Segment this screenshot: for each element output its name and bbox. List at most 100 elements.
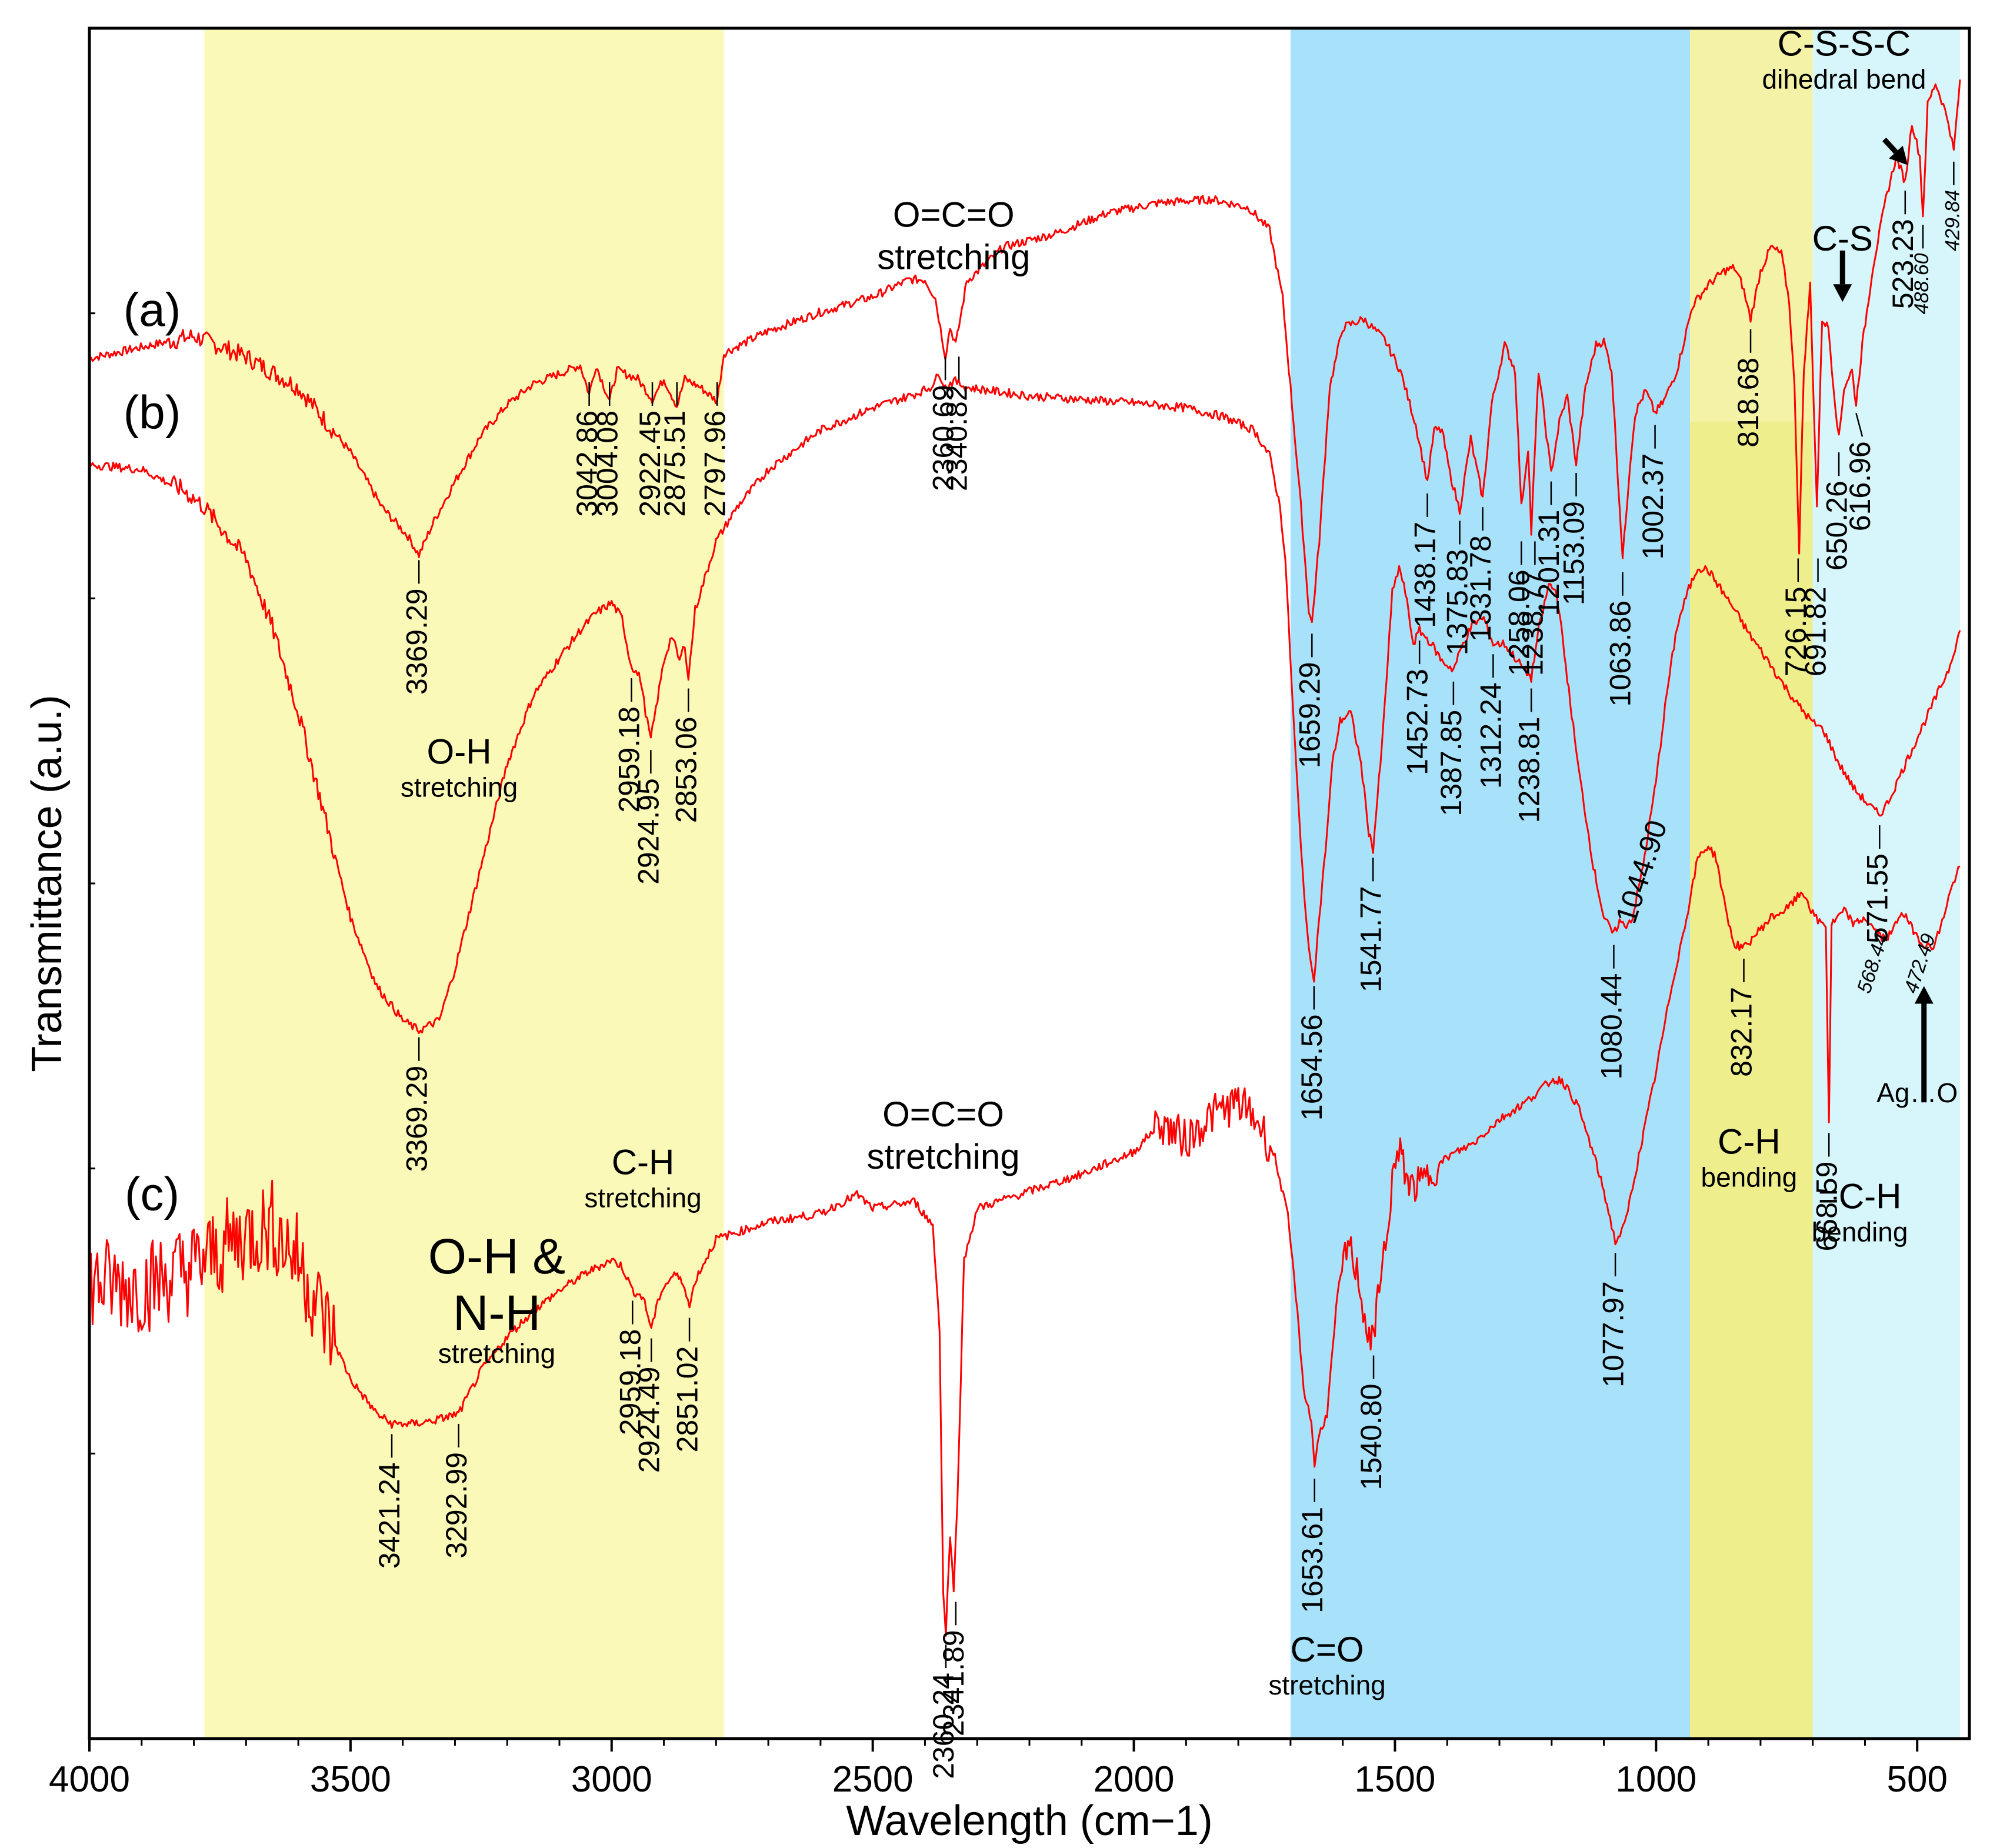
- far-ir-region: [1812, 28, 1961, 1739]
- peak-value: 1238.77: [1516, 569, 1549, 676]
- peak-value: 726.15: [1779, 586, 1812, 676]
- peak-value: 1541.77: [1354, 886, 1387, 992]
- annotation-line: O-H: [427, 732, 492, 771]
- peak-label: 2797.96: [698, 382, 731, 517]
- band-annotation: Ag…O: [1876, 1078, 1958, 1108]
- peak-value: 1077.97: [1596, 1281, 1629, 1387]
- peak-value: 2924.95: [632, 778, 665, 885]
- y-axis-title: Transmittance (a.u.): [24, 695, 71, 1072]
- peak-label: 2959.18: [613, 678, 646, 813]
- peak-value: 1002.37: [1636, 453, 1669, 560]
- peak-label: 3004.08: [591, 382, 624, 517]
- peak-label: 1080.44: [1595, 945, 1628, 1079]
- annotation-line: C=O: [1291, 1630, 1364, 1669]
- peak-label: 523.23: [1886, 191, 1919, 309]
- trace-label: (b): [124, 386, 181, 438]
- peak-label: 3421.24: [373, 1434, 406, 1569]
- x-tick-label: 4000: [49, 1759, 130, 1800]
- peak-label: 2853.06: [669, 688, 702, 823]
- peak-label: 1331.78: [1464, 507, 1497, 642]
- peak-value: 571.55: [1861, 853, 1894, 943]
- peak-label: 726.15: [1779, 558, 1812, 676]
- peak-label: 2360.69: [926, 356, 959, 491]
- annotation-line: =C-H: [1818, 1177, 1902, 1216]
- peak-label: 832.17: [1725, 958, 1758, 1077]
- annotation-line: bending: [1812, 1217, 1908, 1247]
- peak-value: 1438.17: [1409, 522, 1442, 628]
- peak-label: 691.82: [1799, 558, 1832, 676]
- peak-value: 3042.86: [571, 411, 604, 517]
- annotation-line: stretching: [438, 1338, 555, 1369]
- peak-value: 2853.06: [669, 716, 702, 823]
- annotation-line: dihedral bend: [1762, 64, 1926, 95]
- peak-value: 3292.99: [440, 1452, 473, 1559]
- peak-label: 1438.17: [1409, 493, 1442, 628]
- peak-label: 429.84: [1941, 161, 1964, 251]
- annotation-line: Ag…O: [1876, 1078, 1958, 1108]
- trace-label: (c): [125, 1167, 179, 1220]
- peak-label: 1659.29: [1293, 633, 1326, 768]
- peak-label: 3369.29: [400, 1037, 433, 1172]
- annotation-line: O-H &: [428, 1229, 565, 1284]
- peak-leader: [1855, 412, 1864, 437]
- peak-value: 650.26: [1820, 481, 1853, 571]
- peak-value: 1375.83: [1441, 549, 1474, 656]
- peak-label: 818.68: [1732, 329, 1765, 448]
- peak-label: 668.59: [1810, 1133, 1843, 1252]
- annotation-line: bending: [1701, 1162, 1797, 1192]
- peak-label: 1541.77: [1354, 858, 1387, 992]
- peak-label: 1201.31: [1532, 481, 1565, 616]
- peak-value: 1312.24: [1475, 682, 1508, 789]
- peak-value: 1387.85: [1435, 710, 1468, 816]
- x-tick-label: 2000: [1094, 1759, 1175, 1800]
- series-line-2: [88, 845, 1961, 1637]
- series-line-1: [88, 373, 1961, 1034]
- peak-label: 1540.80: [1355, 1355, 1388, 1490]
- peak-label: 650.26: [1820, 452, 1853, 571]
- peak-value: 1238.81: [1512, 716, 1545, 823]
- peak-value: 1153.09: [1558, 501, 1591, 605]
- peak-value: 1331.78: [1464, 535, 1497, 642]
- x-tick-label: 3500: [310, 1759, 391, 1800]
- peak-value: 1201.31: [1532, 510, 1565, 616]
- x-tick-label: 1500: [1354, 1759, 1435, 1800]
- annotation-line: C-S-S-C: [1778, 24, 1911, 64]
- peak-label: 2875.51: [658, 382, 691, 517]
- peak-label: 1387.85: [1435, 681, 1468, 816]
- peak-value: 1653.61: [1296, 1507, 1329, 1613]
- peak-value: 668.59: [1810, 1162, 1843, 1252]
- peak-value: 2797.96: [698, 411, 731, 517]
- peak-value: 488.60: [1911, 253, 1933, 314]
- x-tick-label: 3000: [571, 1759, 652, 1800]
- peak-value: 1258.06: [1502, 569, 1535, 676]
- peak-label: 3042.86: [571, 382, 604, 517]
- peak-value: 832.17: [1725, 987, 1758, 1077]
- peak-value: 1659.29: [1293, 662, 1326, 768]
- peak-label: 616.96: [1844, 412, 1876, 531]
- arrow-head: [1914, 986, 1934, 1004]
- carbonyl-region: [1290, 28, 1691, 1739]
- peak-label: 1063.86: [1604, 572, 1637, 706]
- spectra-traces: [88, 79, 1961, 1637]
- peak-label: 1312.24: [1475, 654, 1508, 789]
- peak-value: 2924.49: [632, 1367, 665, 1473]
- peak-label: 2924.49: [632, 1338, 665, 1473]
- series-line-0: [89, 79, 1961, 623]
- peak-value: 1452.73: [1401, 669, 1434, 775]
- peak-value: 2959.18: [614, 1329, 646, 1436]
- annotation-line: N-H: [453, 1285, 541, 1340]
- peak-label: 1258.06: [1502, 541, 1535, 676]
- peak-label: 3369.29: [400, 560, 433, 695]
- arrow: [1882, 137, 1908, 165]
- peak-value: 1540.80: [1355, 1384, 1388, 1490]
- peak-label: 2340.82: [940, 356, 973, 491]
- peak-value: 3369.29: [400, 588, 433, 695]
- x-tick-label: 2500: [832, 1759, 914, 1800]
- peak-label: 1452.73: [1401, 641, 1434, 775]
